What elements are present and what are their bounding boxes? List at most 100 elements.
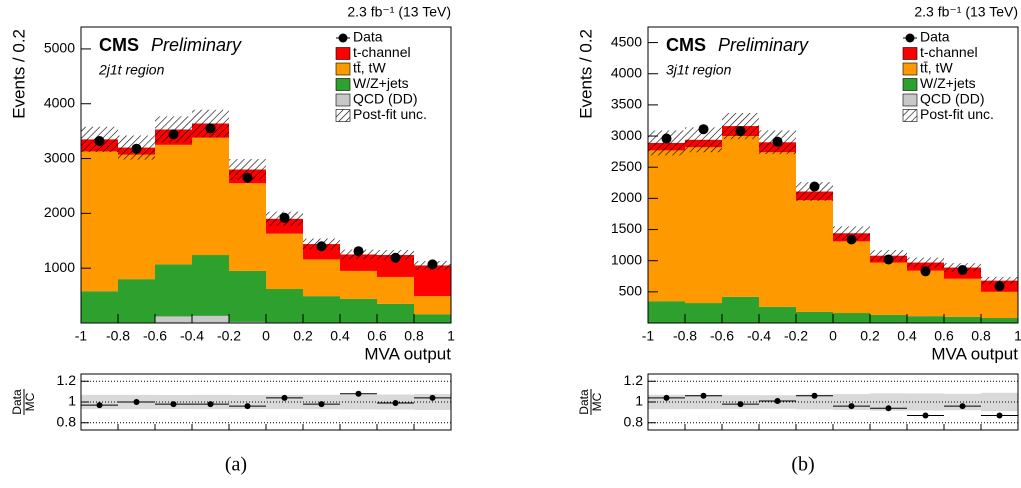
x-tick-label: 0.6 — [934, 328, 954, 344]
ratio-label-numerator: Data — [10, 389, 24, 415]
ratio-point — [885, 405, 892, 412]
ratio-y-tick-label: 0.8 — [57, 413, 77, 429]
legend-label: tt̄, tW — [920, 60, 953, 76]
stack-segment — [833, 313, 870, 323]
legend-swatch — [335, 47, 351, 60]
x-tick-label: -0.4 — [180, 328, 204, 344]
x-axis-label: MVA output — [931, 344, 1018, 363]
ratio-point — [848, 403, 855, 410]
ratio-frame — [647, 373, 1019, 431]
ratio-point — [207, 401, 214, 408]
ratio-label: Data MC — [10, 389, 37, 415]
data-point — [205, 123, 216, 134]
status-label: Preliminary — [718, 35, 809, 55]
legend-swatch — [335, 109, 351, 122]
stack-segment — [192, 315, 229, 323]
x-tick-label: -1 — [75, 328, 88, 344]
ratio-uncertainty-band — [907, 393, 944, 411]
stack-segment — [303, 259, 340, 297]
data-point — [846, 234, 857, 245]
ratio-y-tick-label: 1.2 — [57, 372, 77, 388]
x-tick-label: 0.4 — [897, 328, 917, 344]
x-tick-label: -0.4 — [747, 328, 771, 344]
ratio-point — [700, 392, 707, 399]
data-point — [427, 259, 438, 270]
stack-segment — [722, 136, 759, 297]
data-point — [94, 136, 105, 147]
x-tick-label: -1 — [642, 328, 655, 344]
data-point — [698, 124, 709, 135]
legend-swatch — [902, 78, 918, 91]
ratio-label-numerator: Data — [577, 389, 591, 415]
region-label: 2j1t region — [98, 62, 165, 78]
x-tick-label: 0 — [262, 328, 270, 344]
stack-segment — [685, 303, 722, 323]
stack-segment — [118, 279, 155, 323]
legend-label: Post-fit unc. — [920, 106, 994, 122]
data-point — [316, 241, 327, 252]
y-tick-label: 2000 — [44, 204, 75, 220]
stack-segment — [685, 147, 722, 304]
stack-segment — [340, 270, 377, 299]
stack-segment — [870, 262, 907, 315]
ratio-point — [922, 412, 929, 419]
data-point — [353, 246, 364, 257]
data-point — [735, 126, 746, 137]
x-tick-label: 0.6 — [367, 328, 387, 344]
stack-segment — [870, 314, 907, 323]
region-label: 3j1t region — [666, 62, 732, 78]
ratio-point — [774, 397, 781, 404]
legend-swatch — [902, 109, 918, 122]
x-tick-label: 1 — [447, 328, 455, 344]
stack-segment — [796, 311, 833, 323]
data-point — [131, 143, 142, 154]
legend-label: t-channel — [353, 44, 411, 60]
x-tick-label: -0.6 — [143, 328, 167, 344]
y-tick-label: 2000 — [611, 189, 642, 205]
legend-label: Data — [353, 29, 383, 45]
legend-label: t-channel — [920, 44, 978, 60]
legend-swatch — [902, 93, 918, 107]
x-tick-label: 0.8 — [404, 328, 424, 344]
caption: (b) — [791, 454, 814, 476]
stack-segment — [266, 233, 303, 290]
ratio-point — [392, 400, 399, 407]
data-point — [390, 252, 401, 263]
ratio-label: Data MC — [577, 389, 604, 415]
stack-segment — [303, 296, 340, 323]
ratio-point — [959, 403, 966, 410]
ratio-uncertainty-band — [796, 394, 833, 410]
status-label: Preliminary — [151, 35, 242, 55]
stack-segment — [907, 270, 944, 317]
x-tick-label: 0.8 — [971, 328, 991, 344]
legend-label: W/Z+jets — [353, 75, 409, 91]
data-point — [168, 129, 179, 140]
data-point — [772, 136, 783, 147]
stack-segment — [377, 276, 414, 304]
y-tick-label: 2500 — [611, 158, 642, 174]
ratio-y-tick-label: 1 — [68, 393, 76, 409]
legend-label: QCD (DD) — [920, 91, 985, 107]
ratio-label-denominator: MC — [23, 392, 37, 411]
experiment-label: CMS — [666, 35, 706, 55]
ratio-point — [133, 399, 140, 405]
data-point — [957, 265, 968, 276]
y-tick-label: 4000 — [611, 64, 642, 80]
ratio-uncertainty-band — [340, 394, 377, 410]
y-tick-label: 500 — [619, 283, 643, 299]
x-tick-label: -0.2 — [217, 328, 241, 344]
ratio-point — [281, 394, 288, 401]
data-point — [920, 266, 931, 277]
stack-segment — [944, 278, 981, 317]
ratio-point — [244, 403, 251, 410]
stack-segment — [155, 316, 192, 323]
x-tick-label: -0.2 — [784, 328, 808, 344]
stack-segment — [722, 296, 759, 323]
x-tick-label: 0 — [829, 328, 837, 344]
lumi-label: 2.3 fb⁻¹ (13 TeV) — [914, 4, 1018, 20]
legend-swatch — [335, 78, 351, 91]
y-tick-label: 1000 — [611, 251, 642, 267]
ratio-uncertainty-band — [685, 394, 722, 410]
ratio-point — [170, 401, 177, 408]
stack-segment — [414, 296, 451, 315]
